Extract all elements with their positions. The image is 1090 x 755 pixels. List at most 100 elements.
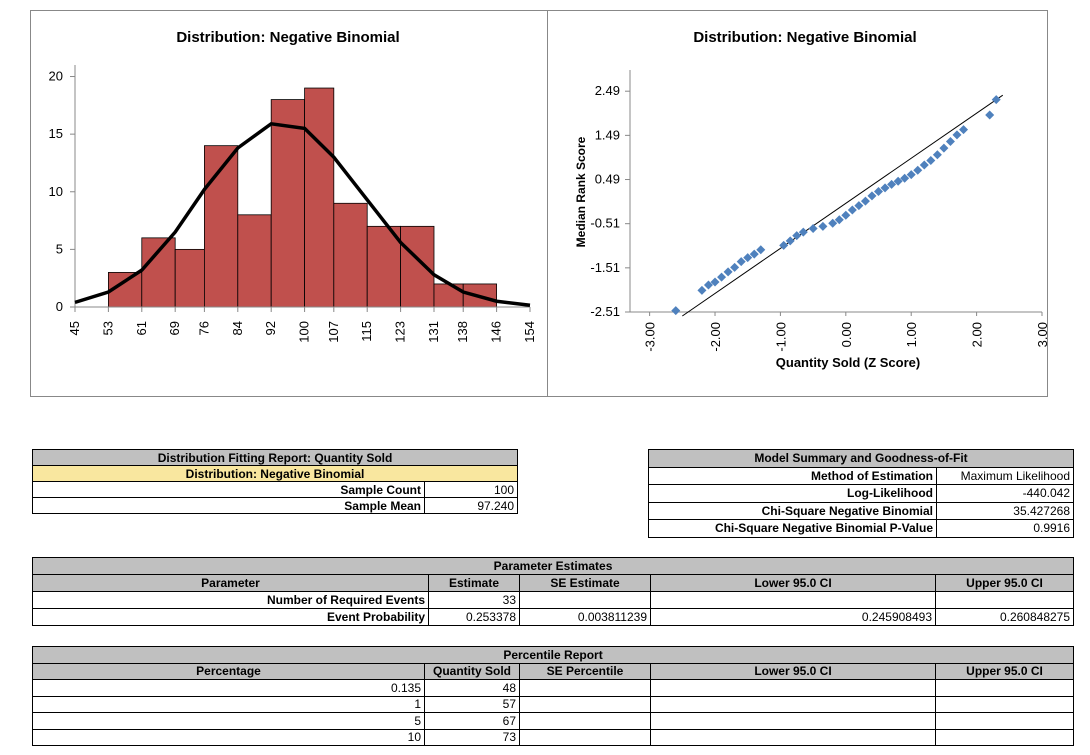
point (717, 272, 727, 282)
cell-value (934, 712, 1075, 730)
y-tick-label: -0.51 (590, 216, 620, 231)
point (906, 170, 916, 180)
report-table: Model Summary and Goodness-of-Fit Method … (647, 449, 1075, 538)
point (945, 137, 955, 147)
x-tick-label: 0.00 (839, 322, 854, 347)
report-table: Distribution Fitting Report: Quantity So… (31, 449, 519, 514)
table-row: 1 57 (32, 695, 1075, 713)
table-title-row: Parameter Estimates (31, 557, 1075, 575)
point (792, 231, 802, 241)
point (756, 245, 766, 255)
cell-value: 33 (428, 591, 520, 609)
x-tick-label: 2.00 (970, 322, 985, 347)
point (893, 176, 903, 186)
x-axis-title: Quantity Sold (Z Score) (776, 355, 920, 370)
table-title-row: Percentile Report (31, 646, 1075, 664)
y-tick-label: -1.51 (590, 260, 620, 275)
x-tick-label: 146 (489, 321, 504, 343)
table-row: Chi-Square Negative Binomial P-Value 0.99… (648, 519, 1075, 538)
fit-curve (74, 121, 531, 308)
cell-value (650, 712, 936, 730)
bar (333, 202, 368, 308)
chart-title: Distribution: Negative Binomial (176, 29, 399, 46)
table-title: Percentile Report (31, 646, 1075, 664)
cell-value (519, 712, 651, 730)
cell-value (650, 695, 936, 713)
row-label: 0.135 (32, 679, 425, 697)
row-label: Sample Count (32, 481, 425, 498)
bar (366, 225, 401, 308)
table-row: Sample Mean 97.240 (32, 497, 519, 514)
point (932, 150, 942, 160)
cell-value (650, 728, 936, 746)
y-tick-label: 1.49 (595, 127, 620, 142)
point (985, 110, 995, 120)
cell-value: 100 (423, 481, 519, 498)
point (808, 224, 818, 234)
row-label: Chi-Square Negative Binomial P-Value (648, 519, 937, 538)
point (697, 285, 707, 295)
y-tick-label: 2.49 (595, 83, 620, 98)
row-label: Number of Required Events (32, 591, 429, 609)
row-label: Method of Estimation (648, 466, 937, 485)
y-tick-label: 0 (56, 299, 63, 314)
x-tick-label: 115 (359, 321, 374, 342)
cell-value (519, 679, 651, 697)
cell-value (519, 728, 651, 746)
bar (174, 248, 205, 308)
point (710, 277, 720, 287)
cell-value: 0.253378 (428, 608, 520, 626)
x-tick-label: 123 (393, 321, 408, 343)
x-tick-label: 45 (67, 321, 82, 335)
cell-value: 97.240 (423, 497, 519, 514)
point (991, 95, 1001, 105)
bar (141, 237, 176, 308)
bar (270, 99, 305, 308)
point (723, 267, 733, 277)
point (671, 306, 681, 316)
x-tick-label: 92 (263, 321, 278, 335)
table-subtitle-row: Distribution: Negative Binomial (31, 465, 519, 482)
x-tick-label: 61 (134, 321, 149, 335)
column-header: Lower 95.0 CI (650, 574, 936, 592)
table-title-row: Distribution Fitting Report: Quantity So… (31, 449, 519, 466)
point (743, 253, 753, 263)
cell-value: 0.003811239 (519, 608, 651, 626)
x-tick-label: 3.00 (1035, 322, 1050, 347)
table-header-row: Parameter Estimate SE Estimate Lower 95.0 C… (32, 574, 1075, 592)
cell-value (934, 679, 1075, 697)
point (926, 156, 936, 166)
x-tick-label: -3.00 (643, 322, 658, 352)
cell-value: Maximum Likelihood (935, 466, 1075, 485)
x-tick-label: 1.00 (904, 322, 919, 347)
column-header: Upper 95.0 CI (934, 662, 1075, 680)
x-tick-label: 131 (426, 321, 441, 343)
row-label: 1 (32, 695, 425, 713)
cell-value: 67 (424, 712, 520, 730)
table-row: 0.135 48 (32, 679, 1075, 697)
point (828, 218, 838, 228)
row-label: 10 (32, 728, 425, 746)
row-label: Sample Mean (32, 497, 425, 514)
point (847, 205, 857, 215)
cell-value: 0.9916 (935, 519, 1075, 538)
column-header: SE Estimate (519, 574, 651, 592)
table-row: Number of Required Events 33 (32, 591, 1075, 609)
y-axis-title: Median Rank Score (574, 136, 588, 247)
point (779, 240, 789, 250)
reference-line (682, 94, 1004, 317)
column-header: Lower 95.0 CI (650, 662, 936, 680)
table-row: Log-Likelihood -440.042 (648, 484, 1075, 503)
cell-value (934, 695, 1075, 713)
column-header: SE Percentile (519, 662, 651, 680)
point (730, 262, 740, 272)
row-label: Log-Likelihood (648, 484, 937, 503)
table-row: Method of Estimation Maximum Likelihood (648, 466, 1075, 485)
report-table: Percentile Report Percentage Quantity Sold… (31, 646, 1075, 746)
x-tick-label: 107 (326, 321, 341, 343)
x-tick-label: -1.00 (773, 322, 788, 352)
point (900, 173, 910, 183)
point (874, 186, 884, 196)
bar (237, 214, 272, 308)
